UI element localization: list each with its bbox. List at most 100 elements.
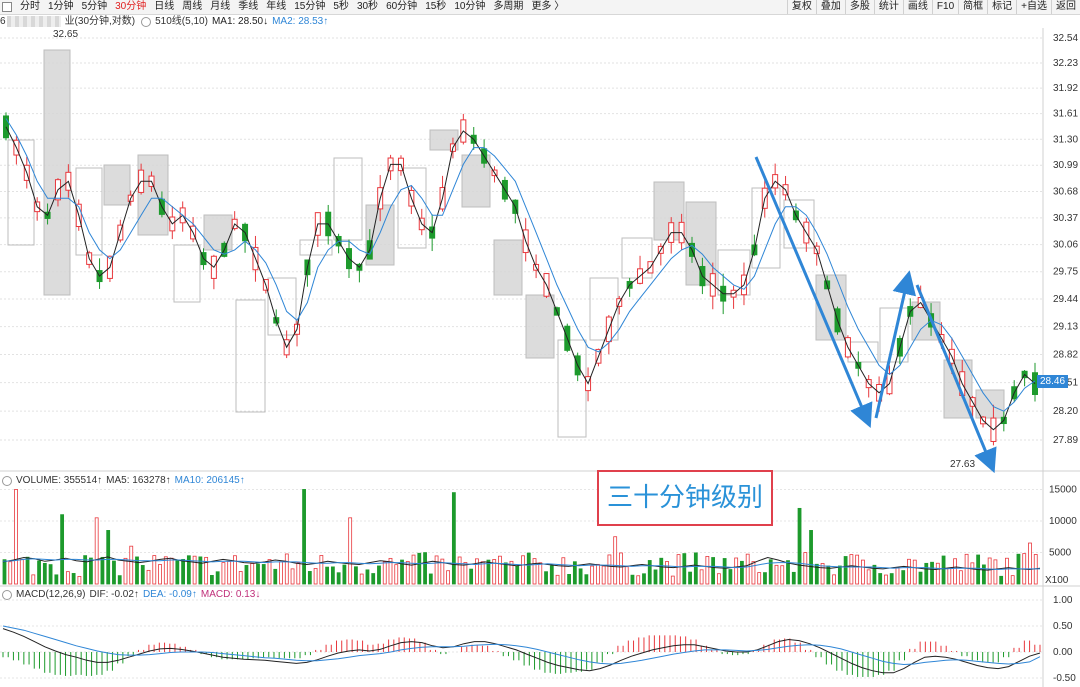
volume-bar <box>267 559 272 585</box>
volume-bar <box>1010 575 1015 585</box>
period-tab-14[interactable]: 10分钟 <box>454 1 486 12</box>
toolbar-button-3[interactable]: 统计 <box>873 0 903 14</box>
macd-dif: DIF: -0.02↑ <box>89 589 139 600</box>
volume-bar <box>192 555 197 585</box>
period-tab-4[interactable]: 日线 <box>154 1 175 12</box>
volume-bar <box>572 561 577 585</box>
volume-bar <box>555 574 560 585</box>
toolbar-button-6[interactable]: 简框 <box>958 0 987 14</box>
toolbar-button-2[interactable]: 多股 <box>844 0 874 14</box>
toolbar-button-4[interactable]: 画线 <box>902 0 932 14</box>
macd-toggle-icon[interactable] <box>2 589 12 600</box>
volume-bar <box>279 561 283 585</box>
volume-bar <box>411 554 416 585</box>
price-tick-label: 32.23 <box>1053 58 1078 69</box>
volume-tick-label: 10000 <box>1049 516 1077 527</box>
period-tab-11[interactable]: 30秒 <box>356 1 379 12</box>
period-tab-12[interactable]: 60分钟 <box>386 1 418 12</box>
volume-bar <box>584 574 589 585</box>
volume-bar <box>480 561 485 585</box>
price-tick-label: 29.75 <box>1053 267 1078 278</box>
volume-bar <box>607 554 612 585</box>
volume-bar <box>83 555 88 585</box>
volume-bar <box>613 536 618 585</box>
collapse-icon[interactable] <box>2 2 12 12</box>
volume-bar <box>630 574 635 585</box>
volume-bar <box>382 561 387 585</box>
volume-bar <box>175 559 180 585</box>
period-tab-3[interactable]: 30分钟 <box>115 1 147 12</box>
volume-bar <box>837 565 842 585</box>
price-tick-label: 29.44 <box>1053 294 1078 305</box>
toolbar-button-7[interactable]: 标记 <box>987 0 1016 14</box>
volume-bar <box>227 561 232 585</box>
price-tick-label: 30.99 <box>1053 160 1078 171</box>
toolbar-button-5[interactable]: F10 <box>931 0 958 14</box>
volume-bar <box>423 552 427 585</box>
price-tick-label: 29.13 <box>1053 322 1078 333</box>
volume-bar <box>941 555 946 585</box>
toolbar-button-9[interactable]: 返回 <box>1051 0 1080 14</box>
volume-bar <box>647 560 652 585</box>
volume-bar <box>619 552 623 585</box>
period-tab-7[interactable]: 季线 <box>238 1 259 12</box>
volume-bar <box>993 559 998 585</box>
volume-bar <box>734 557 739 585</box>
toolbar-button-1[interactable]: 叠加 <box>815 0 845 14</box>
volume-toggle-icon[interactable] <box>2 475 12 486</box>
macd-dea: DEA: -0.09↑ <box>142 589 197 600</box>
volume-bar <box>509 560 514 585</box>
volume-bar <box>1005 557 1009 585</box>
hierarchy-box <box>879 307 909 363</box>
volume-bar <box>722 558 727 585</box>
volume-bar <box>325 566 330 585</box>
volume-bar <box>2 559 7 585</box>
period-tab-2[interactable]: 5分钟 <box>81 1 108 12</box>
hierarchy-box <box>137 154 169 236</box>
volume-bar <box>42 562 47 585</box>
volume-bar <box>653 569 658 585</box>
volume-bar <box>711 557 716 585</box>
period-tab-15[interactable]: 多周期 <box>493 1 524 12</box>
toolbar-button-8[interactable]: +自选 <box>1016 0 1051 14</box>
period-tab-6[interactable]: 月线 <box>210 1 231 12</box>
volume-bar <box>48 564 53 585</box>
volume-bar <box>987 557 992 585</box>
volume-bar <box>918 571 923 585</box>
hierarchy-box <box>525 294 555 359</box>
hierarchy-box <box>173 244 201 303</box>
volume-bar <box>688 571 692 585</box>
volume-bar <box>1028 542 1032 585</box>
high-price-label: 32.65 <box>53 29 79 40</box>
trend-arrow <box>915 284 997 474</box>
period-tab-9[interactable]: 15分钟 <box>294 1 326 12</box>
volume-bar <box>820 563 825 585</box>
period-tab-0[interactable]: 分时 <box>20 1 40 12</box>
volume-bar <box>503 562 508 585</box>
volume-bar <box>872 564 877 585</box>
volume-bar <box>578 568 583 585</box>
volume-bar <box>763 572 767 585</box>
volume-bar <box>595 563 600 585</box>
volume-bar <box>642 573 646 585</box>
period-tab-13[interactable]: 15秒 <box>425 1 447 12</box>
volume-bar <box>930 561 934 585</box>
volume-bar <box>19 558 24 585</box>
blurred-stock-name <box>6 16 61 27</box>
toolbar-button-0[interactable]: 复权 <box>786 0 816 14</box>
period-tab-16[interactable]: 更多 〉 <box>531 1 565 12</box>
volume-bar <box>515 565 520 585</box>
period-tab-1[interactable]: 1分钟 <box>48 1 74 12</box>
period-tab-8[interactable]: 年线 <box>266 1 287 12</box>
volume-bar <box>786 560 790 585</box>
period-tab-10[interactable]: 5秒 <box>333 1 349 12</box>
volume-bar <box>659 557 664 585</box>
hierarchy-box <box>7 139 35 246</box>
indicator-toggle-icon[interactable] <box>141 16 152 27</box>
period-tab-5[interactable]: 周线 <box>182 1 203 12</box>
price-tick-label: 28.82 <box>1053 349 1078 360</box>
volume-bar <box>624 566 629 585</box>
volume-bar <box>475 558 479 585</box>
volume-bar <box>302 489 306 585</box>
